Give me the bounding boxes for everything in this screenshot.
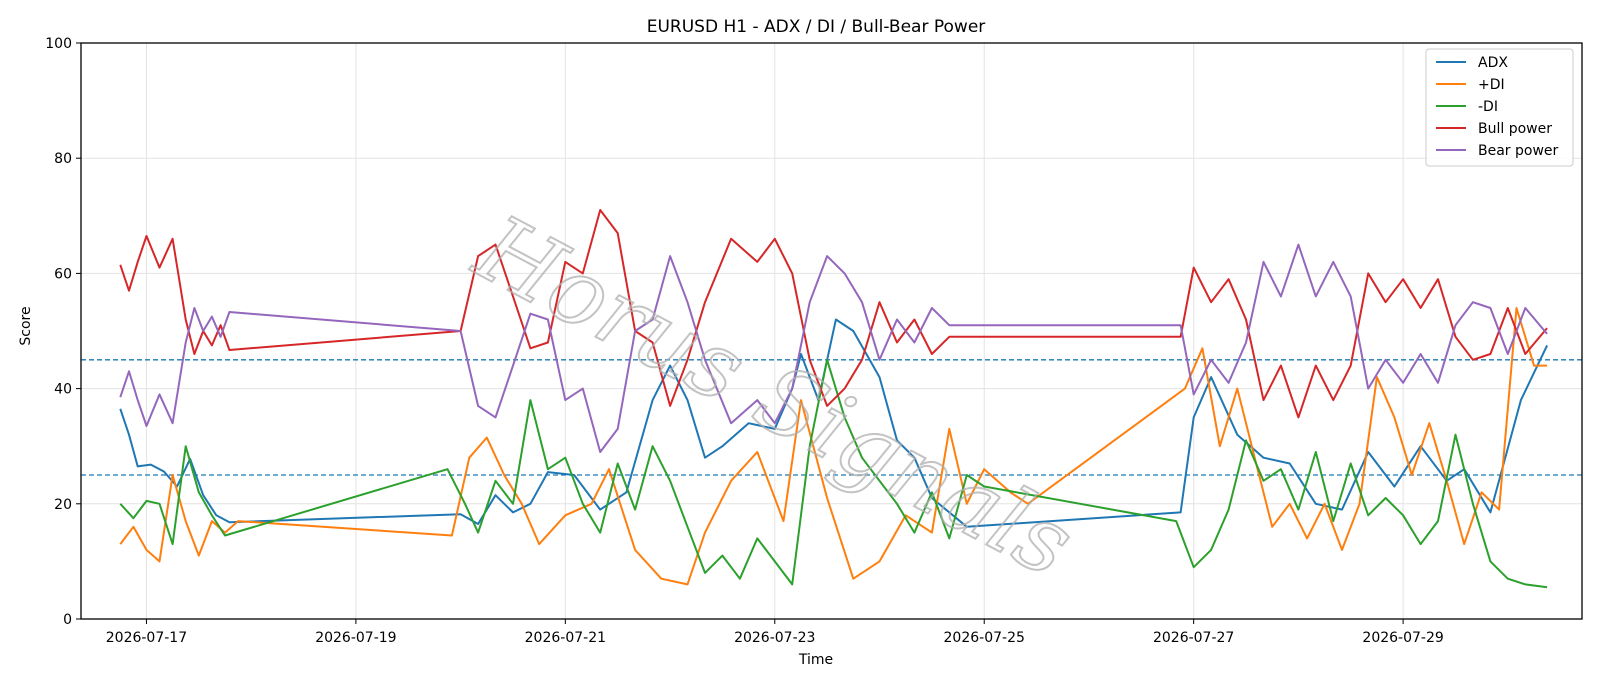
x-tick-label: 2026-07-29 bbox=[1362, 630, 1443, 646]
series-line-di bbox=[119, 307, 1548, 586]
y-tick-label: 80 bbox=[54, 151, 72, 167]
x-tick-label: 2026-07-21 bbox=[525, 630, 606, 646]
legend-label: +DI bbox=[1478, 77, 1505, 93]
x-axis-title: Time bbox=[798, 652, 833, 668]
reference-lines bbox=[81, 359, 1582, 476]
x-tick-label: 2026-07-17 bbox=[106, 630, 187, 646]
series-line-bear-power bbox=[119, 243, 1548, 453]
y-tick-label: 0 bbox=[63, 612, 72, 628]
legend-box bbox=[1425, 48, 1574, 167]
y-axis-title: Score bbox=[18, 306, 34, 345]
legend-label: -DI bbox=[1478, 99, 1498, 115]
x-tick-label: 2026-07-27 bbox=[1153, 630, 1234, 646]
series-line-di bbox=[119, 358, 1548, 589]
x-tick-label: 2026-07-25 bbox=[944, 630, 1025, 646]
series-layer bbox=[119, 209, 1549, 589]
plot-frame bbox=[80, 42, 1583, 620]
legend: ADX +DI -DI Bull power Bear power bbox=[1425, 48, 1574, 167]
y-tick-label: 20 bbox=[54, 497, 72, 513]
legend-items: ADX +DI -DI Bull power Bear power bbox=[1436, 55, 1559, 159]
series-line-bull-power bbox=[119, 209, 1548, 419]
chart-title: EURUSD H1 - ADX / DI / Bull-Bear Power bbox=[647, 17, 986, 37]
y-tick-label: 60 bbox=[54, 266, 72, 282]
legend-label: Bull power bbox=[1478, 121, 1552, 137]
x-tick-label: 2026-07-23 bbox=[734, 630, 815, 646]
y-tick-label: 100 bbox=[45, 36, 72, 52]
legend-label: Bear power bbox=[1478, 143, 1559, 159]
x-tick-label: 2026-07-19 bbox=[315, 630, 396, 646]
x-axis-ticks: 2026-07-17 2026-07-19 2026-07-21 2026-07-23… bbox=[106, 619, 1444, 646]
y-axis-ticks: 0 20 40 60 80 100 bbox=[45, 36, 81, 628]
legend-label: ADX bbox=[1478, 55, 1508, 71]
y-tick-label: 40 bbox=[54, 382, 72, 398]
